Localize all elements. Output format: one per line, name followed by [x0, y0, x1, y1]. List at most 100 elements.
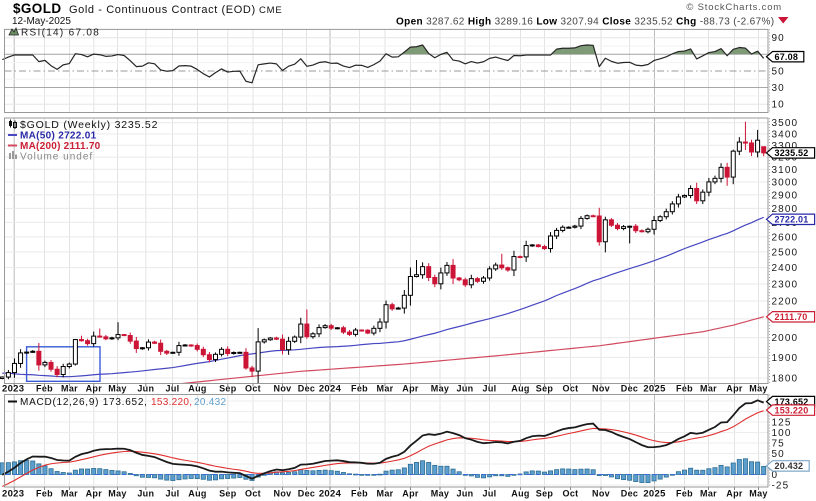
- svg-text:Mar: Mar: [61, 489, 78, 499]
- svg-text:Jul: Jul: [483, 489, 497, 499]
- svg-text:Oct: Oct: [245, 489, 261, 499]
- svg-text:1800: 1800: [772, 374, 799, 385]
- svg-text:Mar: Mar: [61, 384, 78, 394]
- svg-text:2500: 2500: [772, 247, 799, 258]
- svg-text:Mar: Mar: [377, 489, 394, 499]
- svg-text:Dec: Dec: [298, 384, 315, 394]
- svg-text:3000: 3000: [772, 177, 799, 188]
- svg-text:Jun: Jun: [457, 489, 474, 499]
- svg-text:Sep: Sep: [536, 384, 554, 394]
- svg-text:May: May: [108, 489, 126, 499]
- svg-text:Feb: Feb: [676, 384, 693, 394]
- svg-text:MA(50) 2722.01: MA(50) 2722.01: [20, 131, 97, 142]
- svg-text:MACD(12,26,9) 173.652,: MACD(12,26,9) 173.652,: [20, 397, 148, 408]
- svg-text:Oct: Oct: [563, 489, 579, 499]
- svg-text:Apr: Apr: [726, 489, 743, 499]
- svg-text:Feb: Feb: [351, 384, 368, 394]
- svg-text:Oct: Oct: [563, 384, 579, 394]
- svg-text:10: 10: [772, 100, 785, 111]
- svg-text:MA(200) 2111.70: MA(200) 2111.70: [20, 141, 101, 152]
- svg-text:3300: 3300: [772, 141, 799, 152]
- svg-text:Gold - Continuous Contract (EO: Gold - Continuous Contract (EOD): [69, 4, 256, 16]
- svg-text:Aug: Aug: [188, 489, 206, 499]
- svg-text:Oct: Oct: [245, 384, 261, 394]
- svg-text:Dec: Dec: [621, 384, 638, 394]
- svg-text:20.432: 20.432: [775, 461, 804, 471]
- svg-text:Mar: Mar: [700, 384, 717, 394]
- svg-text:Feb: Feb: [676, 489, 693, 499]
- svg-text:Jul: Jul: [166, 489, 180, 499]
- svg-text:2000: 2000: [772, 333, 799, 344]
- svg-text:RSI(14) 67.08: RSI(14) 67.08: [21, 28, 100, 39]
- svg-text:50: 50: [772, 66, 785, 77]
- svg-text:Mar: Mar: [377, 384, 394, 394]
- svg-text:2025: 2025: [643, 384, 666, 395]
- svg-text:2200: 2200: [772, 297, 799, 308]
- svg-text:0: 0: [772, 470, 779, 481]
- svg-text:Apr: Apr: [402, 384, 419, 394]
- svg-text:May: May: [749, 384, 767, 394]
- svg-text:Apr: Apr: [726, 384, 743, 394]
- svg-text:Mar: Mar: [700, 489, 717, 499]
- svg-text:Nov: Nov: [592, 489, 610, 499]
- svg-text:Aug: Aug: [511, 384, 529, 394]
- svg-text:Sep: Sep: [536, 489, 554, 499]
- svg-text:12-May-2025: 12-May-2025: [12, 16, 71, 27]
- svg-text:2111.70: 2111.70: [775, 312, 808, 322]
- svg-text:Aug: Aug: [511, 489, 529, 499]
- svg-text:2400: 2400: [772, 263, 799, 274]
- svg-text:2800: 2800: [772, 204, 799, 215]
- svg-text:90: 90: [772, 33, 785, 44]
- svg-text:Dec: Dec: [298, 489, 315, 499]
- svg-text:Nov: Nov: [274, 489, 292, 499]
- svg-text:2722.01: 2722.01: [775, 214, 809, 224]
- svg-text:Apr: Apr: [86, 384, 103, 394]
- svg-text:$GOLD: $GOLD: [13, 1, 62, 16]
- svg-text:© StockCharts.com: © StockCharts.com: [686, 2, 782, 13]
- svg-text:2025: 2025: [643, 489, 666, 500]
- svg-text:20.432: 20.432: [194, 397, 227, 408]
- svg-text:Sep: Sep: [219, 384, 237, 394]
- svg-text:CME: CME: [259, 5, 283, 16]
- svg-text:75: 75: [772, 439, 785, 450]
- svg-text:May: May: [431, 384, 449, 394]
- svg-text:Jul: Jul: [483, 384, 497, 394]
- svg-text:2300: 2300: [772, 279, 799, 290]
- svg-text:Feb: Feb: [351, 489, 368, 499]
- svg-text:Open 3287.62 High 3289.16 Low: Open 3287.62 High 3289.16 Low 3207.94 Cl…: [396, 17, 774, 28]
- svg-text:Apr: Apr: [402, 489, 419, 499]
- svg-text:67.08: 67.08: [775, 52, 799, 62]
- svg-text:173.652: 173.652: [775, 397, 809, 407]
- svg-text:2023: 2023: [2, 489, 24, 500]
- svg-text:Jun: Jun: [457, 384, 474, 394]
- svg-text:1900: 1900: [772, 353, 799, 364]
- svg-text:Apr: Apr: [86, 489, 103, 499]
- svg-text:Jul: Jul: [166, 384, 180, 394]
- svg-text:3500: 3500: [772, 118, 799, 129]
- svg-text:153.220,: 153.220,: [151, 397, 192, 408]
- svg-text:May: May: [108, 384, 126, 394]
- svg-text:125: 125: [772, 418, 792, 429]
- svg-text:3100: 3100: [772, 165, 799, 176]
- svg-text:50: 50: [772, 449, 785, 460]
- svg-text:2024: 2024: [319, 384, 342, 395]
- svg-text:Sep: Sep: [219, 489, 237, 499]
- svg-text:3235.52: 3235.52: [775, 148, 809, 158]
- svg-text:$GOLD (Weekly) 3235.52: $GOLD (Weekly) 3235.52: [20, 119, 158, 131]
- svg-text:Volume undef: Volume undef: [20, 152, 93, 163]
- svg-text:Jun: Jun: [137, 489, 154, 499]
- svg-text:Feb: Feb: [36, 489, 53, 499]
- svg-text:May: May: [431, 489, 449, 499]
- svg-text:Nov: Nov: [592, 384, 610, 394]
- svg-text:100: 100: [772, 428, 792, 439]
- svg-text:2023: 2023: [2, 384, 24, 395]
- svg-text:Dec: Dec: [621, 489, 638, 499]
- svg-text:2900: 2900: [772, 190, 799, 201]
- svg-text:Jun: Jun: [137, 384, 154, 394]
- svg-text:2600: 2600: [772, 232, 799, 243]
- svg-text:-25: -25: [772, 481, 790, 492]
- svg-text:30: 30: [772, 83, 785, 94]
- svg-text:3400: 3400: [772, 129, 799, 140]
- svg-text:2024: 2024: [319, 489, 342, 500]
- svg-text:Feb: Feb: [36, 384, 53, 394]
